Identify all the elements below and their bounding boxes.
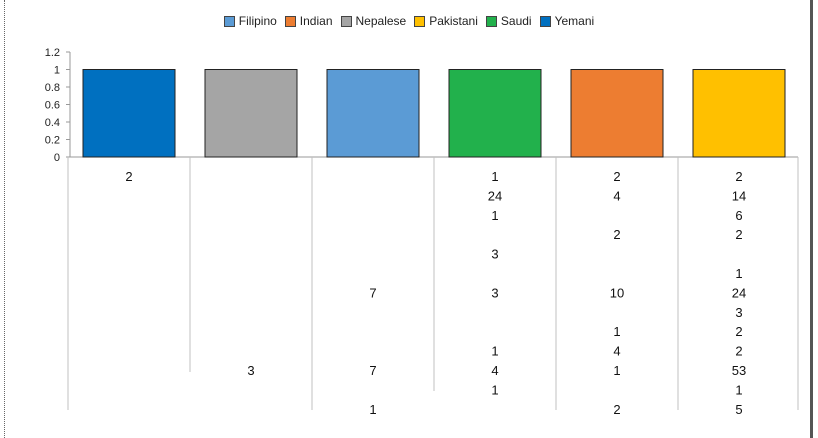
legend-label: Nepalese — [355, 14, 407, 28]
table-cell-value: 3 — [491, 285, 498, 300]
table-cell-value: 1 — [735, 382, 742, 397]
table-cell-value: 7 — [369, 285, 376, 300]
table-cell-value: 2 — [735, 324, 742, 339]
table-cell-value: 2 — [125, 169, 132, 184]
table-cell-value: 2 — [735, 227, 742, 242]
legend-item: Filipino — [223, 14, 277, 28]
y-tick-label: 0.8 — [45, 82, 60, 94]
y-tick-label: 0.2 — [45, 135, 60, 147]
y-tick-label: 1 — [54, 65, 60, 77]
window-frame-left-edge — [4, 0, 6, 438]
table-cell-value: 1 — [491, 344, 498, 359]
legend-item: Yemani — [539, 14, 595, 28]
table-cell-value: 4 — [613, 188, 620, 203]
legend-swatch — [223, 15, 235, 27]
legend-item: Pakistani — [414, 14, 478, 28]
table-cell-value: 53 — [732, 363, 746, 378]
y-tick-label: 1.2 — [45, 47, 60, 59]
legend-label: Yemani — [554, 14, 595, 28]
legend-swatch — [284, 15, 296, 27]
y-tick-label: 0 — [54, 152, 60, 164]
table-cell-value: 3 — [735, 305, 742, 320]
table-cell-value: 3 — [247, 363, 254, 378]
table-cell-value: 6 — [735, 208, 742, 223]
legend-swatch — [539, 15, 551, 27]
y-tick-label: 0.6 — [45, 100, 60, 112]
legend-label: Indian — [299, 14, 333, 28]
table-cell-value: 2 — [735, 169, 742, 184]
table-cell-value: 1 — [613, 324, 620, 339]
bar — [326, 69, 420, 158]
legend-swatch — [485, 15, 497, 27]
bar — [570, 69, 664, 158]
legend-label: Saudi — [500, 14, 532, 28]
legend-item: Saudi — [485, 14, 532, 28]
legend-swatch — [414, 15, 426, 27]
bar — [448, 69, 542, 158]
table-cell-value: 3 — [491, 247, 498, 262]
table-cell-value: 2 — [735, 344, 742, 359]
table-cell-value: 2 — [613, 227, 620, 242]
table-cell-value: 1 — [491, 208, 498, 223]
table-cell-value: 14 — [732, 188, 746, 203]
table-cell-value: 24 — [732, 285, 746, 300]
legend-label: Pakistani — [429, 14, 478, 28]
legend-label: Filipino — [238, 14, 277, 28]
chart-legend: Filipino Indian Nepalese Pakistani Saudi… — [0, 14, 818, 28]
table-cell-value: 4 — [613, 344, 620, 359]
table-cell-value: 1 — [735, 266, 742, 281]
table-cell-value: 2 — [613, 402, 620, 417]
legend-item: Nepalese — [340, 14, 407, 28]
bar — [82, 69, 176, 158]
window-frame-right-edge — [810, 0, 813, 438]
table-cell-value: 1 — [369, 402, 376, 417]
table-cell-value: 2 — [613, 169, 620, 184]
table-cell-value: 24 — [488, 188, 502, 203]
table-cell-value: 5 — [735, 402, 742, 417]
table-cell-value: 7 — [369, 363, 376, 378]
y-tick-label: 0.4 — [45, 117, 60, 129]
table-cell-value: 4 — [491, 363, 498, 378]
table-cell-value: 1 — [491, 382, 498, 397]
table-cell-value: 1 — [491, 169, 498, 184]
table-cell-value: 1 — [613, 363, 620, 378]
table-cell-value: 10 — [610, 285, 624, 300]
legend-item: Indian — [284, 14, 333, 28]
bar — [204, 69, 298, 158]
bar — [692, 69, 786, 158]
legend-swatch — [340, 15, 352, 27]
